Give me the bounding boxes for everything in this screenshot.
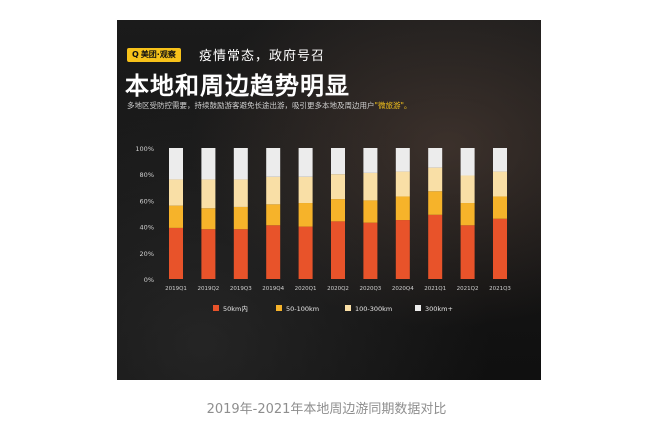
brand-badge-label: 美团·观察: [140, 50, 176, 59]
bar-segment: [169, 205, 183, 228]
y-tick-label: 0%: [144, 276, 154, 284]
x-tick-label: 2019Q1: [165, 286, 187, 292]
stacked-bar-chart: 0% 20% 40% 60% 80% 100% 2019Q1 2019Q2 2019Q3 2019…: [135, 145, 511, 313]
bar-segment: [266, 176, 281, 205]
bar-segment: [395, 171, 410, 197]
bar-segment: [331, 199, 345, 222]
bar-segment: [428, 214, 443, 279]
y-tick-label: 40%: [140, 224, 154, 232]
legend-swatch: [345, 305, 351, 311]
bar-segment: [233, 148, 248, 180]
bar-segment: [233, 229, 248, 279]
bar-segment: [201, 208, 216, 230]
bar-segment: [331, 221, 345, 279]
bar-segment: [460, 148, 475, 176]
legend-swatch: [276, 305, 282, 311]
x-tick-label: 2020Q3: [359, 286, 381, 292]
bar-segment: [169, 227, 183, 279]
infographic-card: Q 美团·观察 疫情常态，政府号召 本地和周边趋势明显 多地区受防控需要，持续鼓励…: [117, 20, 541, 380]
bar-segment: [460, 203, 475, 226]
bar-segment: [233, 179, 248, 207]
caption-line: 多地区受防控需要，持续鼓励游客避免长途出游，吸引更多本地及周边用户"微旅游"。: [127, 100, 411, 111]
x-tick-label: 2021Q2: [457, 286, 479, 292]
x-tick-label: 2020Q4: [392, 286, 414, 292]
y-tick-label: 20%: [140, 250, 154, 258]
y-tick-label: 60%: [140, 197, 154, 205]
bar-segment: [331, 174, 345, 200]
bar-segment: [428, 191, 443, 215]
bar-segment: [493, 171, 507, 197]
bar-segment: [395, 148, 410, 172]
x-tick-label: 2020Q2: [327, 286, 349, 292]
caption-highlight: "微旅游"。: [374, 101, 412, 110]
bar-segment: [201, 179, 216, 209]
caption-main: 多地区受防控需要，持续鼓励游客避免长途出游，吸引更多本地及周边用户: [127, 101, 375, 110]
x-tick-label: 2020Q1: [295, 286, 317, 292]
bar-segment: [395, 196, 410, 221]
y-tick-label: 100%: [135, 145, 154, 153]
brand-badge: Q 美团·观察: [127, 48, 181, 62]
bar-segment: [201, 229, 216, 279]
x-tick-label: 2019Q4: [262, 286, 284, 292]
bar-segment: [201, 148, 216, 180]
x-tick-label: 2019Q3: [230, 286, 252, 292]
x-tick-label: 2019Q2: [197, 286, 219, 292]
bar-segment: [460, 225, 475, 279]
x-tick-label: 2021Q1: [424, 286, 446, 292]
legend-label: 100-300km: [355, 305, 392, 313]
bar-segment: [298, 203, 313, 227]
bar-segment: [298, 176, 313, 204]
bar-segment: [331, 148, 345, 175]
x-tick-label: 2021Q3: [489, 286, 511, 292]
bar-segment: [266, 204, 281, 226]
bar-segment: [363, 200, 378, 223]
legend-label: 50-100km: [286, 305, 319, 313]
page-title: 本地和周边趋势明显: [125, 72, 350, 100]
bar-segment: [363, 148, 378, 173]
bar-segment: [493, 218, 507, 279]
bar-segment: [460, 175, 475, 204]
bar-segment: [266, 225, 281, 279]
legend-swatch: [213, 305, 219, 311]
search-icon: Q: [132, 50, 139, 59]
bar-segment: [233, 206, 248, 230]
bar-segment: [395, 220, 410, 279]
legend-swatch: [415, 305, 421, 311]
image-caption: 2019年-2021年本地周边游同期数据对比: [206, 402, 447, 417]
bar-segment: [493, 148, 507, 172]
bar-segment: [428, 148, 443, 168]
bar-segment: [493, 196, 507, 219]
legend-label: 50km内: [223, 304, 248, 313]
bar-segment: [266, 148, 281, 177]
bar-segment: [428, 167, 443, 192]
bar-segment: [169, 179, 183, 206]
subtitle: 疫情常态，政府号召: [199, 49, 326, 64]
bar-segment: [298, 226, 313, 279]
bar-segment: [363, 172, 378, 201]
bar-segment: [298, 148, 313, 177]
bar-segment: [169, 148, 183, 180]
bar-segment: [363, 222, 378, 279]
y-tick-label: 80%: [140, 171, 154, 179]
legend-label: 300km+: [425, 305, 453, 313]
